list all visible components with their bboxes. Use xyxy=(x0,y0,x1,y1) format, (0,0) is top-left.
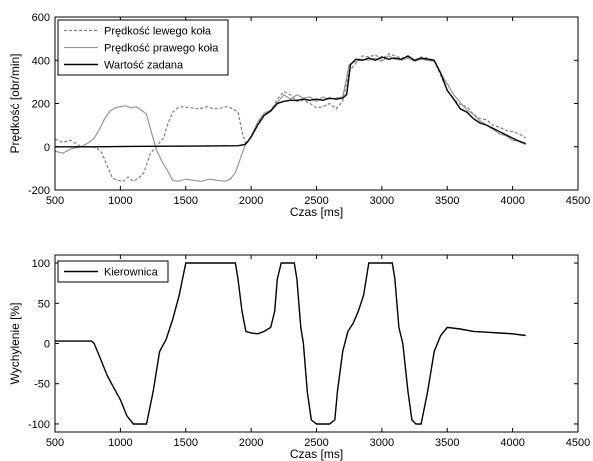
x-tick-label: 4500 xyxy=(566,195,590,207)
y-tick-label: 0 xyxy=(44,339,50,351)
x-tick-label: 2000 xyxy=(239,195,263,207)
x-tick-label: 500 xyxy=(46,437,64,449)
x-tick-label: 1000 xyxy=(108,195,132,207)
legend-label-1: Prędkość lewego koła xyxy=(104,26,212,38)
legend-box xyxy=(57,260,169,283)
y-axis-label: Wychylenie [%] xyxy=(8,303,22,385)
x-tick-label: 4000 xyxy=(500,437,524,449)
x-tick-label: 1500 xyxy=(174,437,198,449)
x-axis-label: Czas [ms] xyxy=(290,205,343,219)
y-tick-label: 100 xyxy=(32,258,50,270)
steering-chart-panel: 500 1000 1500 2000 2500 3000 3500 4000 4500-100-… xyxy=(8,254,590,461)
x-tick-label: 4500 xyxy=(566,437,590,449)
series-line-2 xyxy=(55,55,526,182)
x-tick-label: 3000 xyxy=(370,437,394,449)
series-line-1 xyxy=(55,262,526,425)
x-tick-label: 2500 xyxy=(304,195,328,207)
y-tick-label: -100 xyxy=(28,419,50,431)
x-tick-label: 2000 xyxy=(239,437,263,449)
speed-chart-panel: 500 1000 1500 2000 2500 3000 3500 4000 4500 -200 0… xyxy=(8,12,590,219)
y-tick-label: 400 xyxy=(32,55,50,67)
x-tick-label: 4000 xyxy=(500,195,524,207)
x-axis-label: Czas [ms] xyxy=(290,447,343,461)
x-tick-label: 1500 xyxy=(174,195,198,207)
x-tick-label: 3000 xyxy=(370,195,394,207)
series-line-3 xyxy=(55,55,526,148)
x-tick-label: 500 xyxy=(46,195,64,207)
y-tick-label: -200 xyxy=(28,185,50,197)
x-tick-label: 3500 xyxy=(435,195,459,207)
legend-label-2: Prędkość prawego koła xyxy=(104,43,219,55)
y-tick-label: 0 xyxy=(44,142,50,154)
x-tick-label: 3500 xyxy=(435,437,459,449)
y-axis-label: Prędkość [obr/min] xyxy=(8,53,22,153)
y-tick-label: -50 xyxy=(34,379,50,391)
x-tick-label: 2500 xyxy=(304,437,328,449)
legend-label-1: Kierownica xyxy=(104,267,159,279)
x-tick-label: 1000 xyxy=(108,437,132,449)
y-tick-label: 600 xyxy=(32,12,50,24)
y-tick-label: 50 xyxy=(38,298,50,310)
legend-box xyxy=(57,19,229,76)
y-tick-label: 200 xyxy=(32,99,50,111)
legend-label-3: Wartość zadana xyxy=(104,60,184,72)
